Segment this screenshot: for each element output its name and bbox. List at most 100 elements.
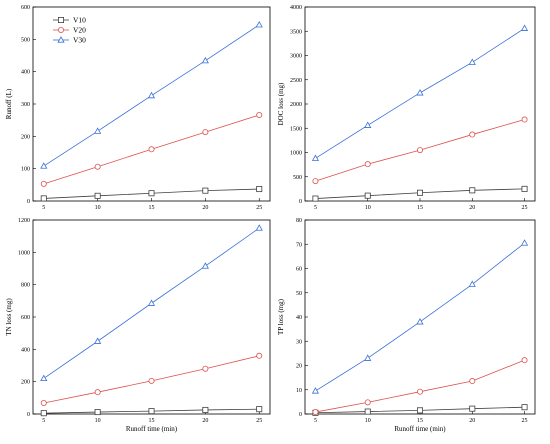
- y-tick-label: 1000: [290, 151, 302, 157]
- data-point-v20: [364, 399, 371, 406]
- y-tick-label: 10: [296, 388, 302, 394]
- data-point-v20: [469, 378, 476, 385]
- plot-frame: [304, 219, 536, 415]
- y-tick-label: 50: [296, 291, 302, 297]
- y-tick-label: 2000: [290, 102, 302, 108]
- chart-panel-tp-loss: 5 10 15 20 25 0 10 20 30 40 50 60 70 80 TP loss (mg) Ru…: [277, 218, 536, 433]
- y-tick-label: 500: [293, 175, 302, 181]
- data-point-v10: [364, 408, 371, 415]
- x-tick-label: 5: [314, 418, 317, 424]
- y-tick-label: 40: [296, 315, 302, 321]
- plot-frame: [32, 219, 271, 415]
- x-tick-label: 20: [469, 205, 475, 211]
- chart-panel-runoff: 5 10 15 20 25 0 100 200 300 400 500 600 Runoff (L) V1…: [5, 5, 271, 211]
- data-point-v30: [468, 58, 476, 65]
- y-tick-label: 60: [296, 267, 302, 273]
- y-tick-label: 0: [299, 412, 302, 418]
- y-tick-label: 400: [21, 347, 30, 353]
- data-point-v20: [202, 365, 209, 372]
- data-point-v10: [148, 190, 155, 197]
- x-tick-label: 20: [202, 418, 208, 424]
- x-tick-label: 15: [417, 418, 423, 424]
- x-tick-label: 20: [202, 205, 208, 211]
- data-point-v10: [40, 195, 47, 202]
- x-axis-label: Runoff time (min): [126, 425, 178, 433]
- legend-marker-v30: [57, 36, 65, 43]
- x-axis-label: Runoff time (min): [394, 425, 446, 433]
- x-tick-label: 20: [469, 418, 475, 424]
- y-axis-label: DOC loss (mg): [277, 82, 285, 125]
- y-tick-label: 4000: [290, 5, 302, 11]
- data-point-v10: [256, 406, 263, 413]
- x-tick-label: 10: [95, 205, 101, 211]
- y-tick-label: 3500: [290, 29, 302, 35]
- plot-frame: [32, 6, 271, 202]
- data-point-v30: [201, 262, 209, 269]
- y-tick-label: 20: [296, 364, 302, 370]
- data-point-v10: [312, 195, 319, 202]
- data-point-v30: [416, 89, 424, 96]
- data-point-v20: [521, 116, 528, 123]
- x-tick-label: 5: [42, 205, 45, 211]
- data-point-v10: [94, 409, 101, 416]
- legend-label-v20: V20: [73, 26, 86, 35]
- y-tick-label: 70: [296, 242, 302, 248]
- data-point-v30: [364, 121, 372, 128]
- data-point-v10: [416, 407, 423, 414]
- data-point-v10: [202, 187, 209, 194]
- data-point-v30: [311, 154, 320, 161]
- data-point-v20: [256, 111, 263, 118]
- y-tick-label: 30: [296, 339, 302, 345]
- data-point-v20: [416, 147, 423, 154]
- y-axis-label: TP loss (mg): [277, 298, 285, 335]
- x-tick-label: 25: [256, 205, 262, 211]
- data-point-v20: [40, 400, 47, 407]
- data-point-v10: [521, 404, 528, 411]
- data-point-v20: [148, 146, 155, 153]
- legend-label-v30: V30: [73, 36, 86, 45]
- data-point-v20: [312, 409, 319, 416]
- y-tick-label: 2500: [290, 78, 302, 84]
- data-point-v10: [416, 189, 423, 196]
- data-point-v20: [148, 377, 155, 384]
- data-point-v20: [469, 131, 476, 138]
- data-point-v10: [469, 187, 476, 194]
- y-tick-label: 0: [299, 199, 302, 205]
- data-point-v20: [256, 352, 263, 359]
- series-line-v20: [315, 359, 525, 413]
- data-point-v30: [468, 280, 476, 287]
- data-point-v10: [364, 192, 371, 199]
- y-tick-label: 600: [21, 5, 30, 11]
- legend-label-v10: V10: [73, 16, 86, 25]
- y-tick-label: 400: [21, 70, 30, 76]
- data-point-v30: [255, 224, 263, 231]
- y-tick-label: 500: [21, 37, 30, 43]
- legend-marker-v10: [58, 16, 65, 23]
- data-point-v20: [521, 357, 528, 364]
- legend-marker-v20: [58, 26, 65, 33]
- data-point-v30: [311, 387, 320, 394]
- y-tick-label: 200: [21, 380, 30, 386]
- series-line-v30: [315, 242, 525, 392]
- data-point-v30: [40, 374, 48, 382]
- data-point-v30: [255, 20, 263, 28]
- data-point-v20: [40, 180, 47, 187]
- data-point-v10: [94, 192, 101, 199]
- data-point-v20: [364, 161, 371, 168]
- x-tick-label: 15: [149, 418, 155, 424]
- data-point-v30: [416, 318, 424, 325]
- data-point-v10: [202, 406, 209, 413]
- x-tick-label: 25: [256, 418, 262, 424]
- data-point-v20: [94, 163, 101, 170]
- data-point-v30: [147, 299, 156, 306]
- data-point-v30: [520, 24, 529, 31]
- data-point-v30: [520, 239, 529, 246]
- data-point-v30: [94, 337, 102, 344]
- data-point-v20: [202, 129, 209, 136]
- y-tick-label: 1500: [290, 126, 302, 132]
- y-tick-label: 3000: [290, 54, 302, 60]
- data-point-v20: [312, 178, 319, 185]
- y-tick-label: 80: [296, 218, 302, 224]
